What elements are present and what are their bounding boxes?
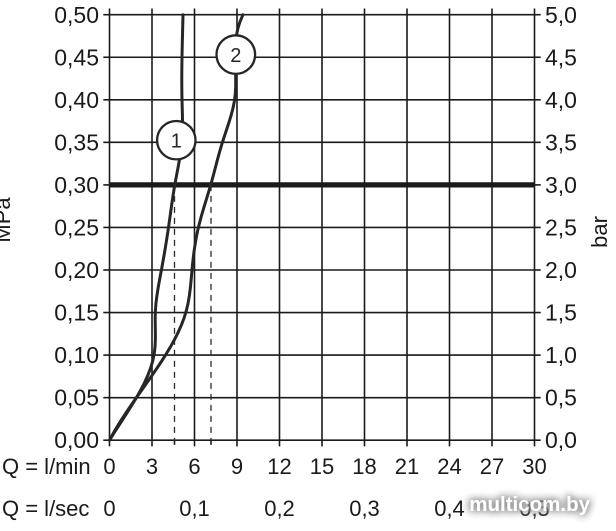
svg-text:1: 1	[171, 131, 182, 153]
svg-text:0,45: 0,45	[54, 45, 99, 71]
svg-text:18: 18	[352, 454, 376, 479]
svg-text:6: 6	[188, 454, 200, 479]
svg-text:1,0: 1,0	[545, 342, 577, 368]
svg-text:0,1: 0,1	[179, 496, 210, 521]
svg-text:2,0: 2,0	[545, 257, 577, 283]
svg-text:1,5: 1,5	[545, 300, 577, 326]
svg-text:0,20: 0,20	[54, 257, 99, 283]
svg-text:15: 15	[310, 454, 334, 479]
svg-text:0,4: 0,4	[434, 496, 465, 521]
svg-text:0,35: 0,35	[54, 130, 99, 156]
svg-text:0,50: 0,50	[54, 2, 99, 28]
svg-text:0,15: 0,15	[54, 300, 99, 326]
svg-text:0,3: 0,3	[349, 496, 380, 521]
svg-text:27: 27	[480, 454, 504, 479]
svg-text:0,00: 0,00	[54, 427, 99, 453]
svg-text:4,5: 4,5	[545, 45, 577, 71]
svg-text:multicom.by: multicom.by	[469, 493, 590, 516]
svg-text:2,5: 2,5	[545, 215, 577, 241]
svg-text:0: 0	[103, 454, 115, 479]
svg-text:MPa: MPa	[0, 197, 15, 243]
svg-text:9: 9	[231, 454, 243, 479]
svg-text:24: 24	[437, 454, 461, 479]
svg-text:3: 3	[146, 454, 158, 479]
svg-text:2: 2	[230, 45, 241, 67]
svg-text:0,5: 0,5	[545, 385, 577, 411]
svg-text:bar: bar	[587, 216, 612, 248]
svg-text:30: 30	[522, 454, 546, 479]
svg-text:0,05: 0,05	[54, 385, 99, 411]
svg-text:3,5: 3,5	[545, 130, 577, 156]
svg-text:0,25: 0,25	[54, 215, 99, 241]
svg-text:5,0: 5,0	[545, 2, 577, 28]
svg-text:0: 0	[103, 496, 115, 521]
svg-text:21: 21	[395, 454, 419, 479]
svg-text:4,0: 4,0	[545, 87, 577, 113]
svg-text:0,10: 0,10	[54, 342, 99, 368]
svg-text:0,40: 0,40	[54, 87, 99, 113]
svg-text:Q = l/min: Q = l/min	[2, 454, 91, 479]
svg-text:12: 12	[267, 454, 291, 479]
svg-text:3,0: 3,0	[545, 172, 577, 198]
svg-text:Q = l/sec: Q = l/sec	[2, 496, 89, 521]
svg-text:0,0: 0,0	[545, 427, 577, 453]
svg-text:0,2: 0,2	[264, 496, 295, 521]
svg-text:0,30: 0,30	[54, 172, 99, 198]
